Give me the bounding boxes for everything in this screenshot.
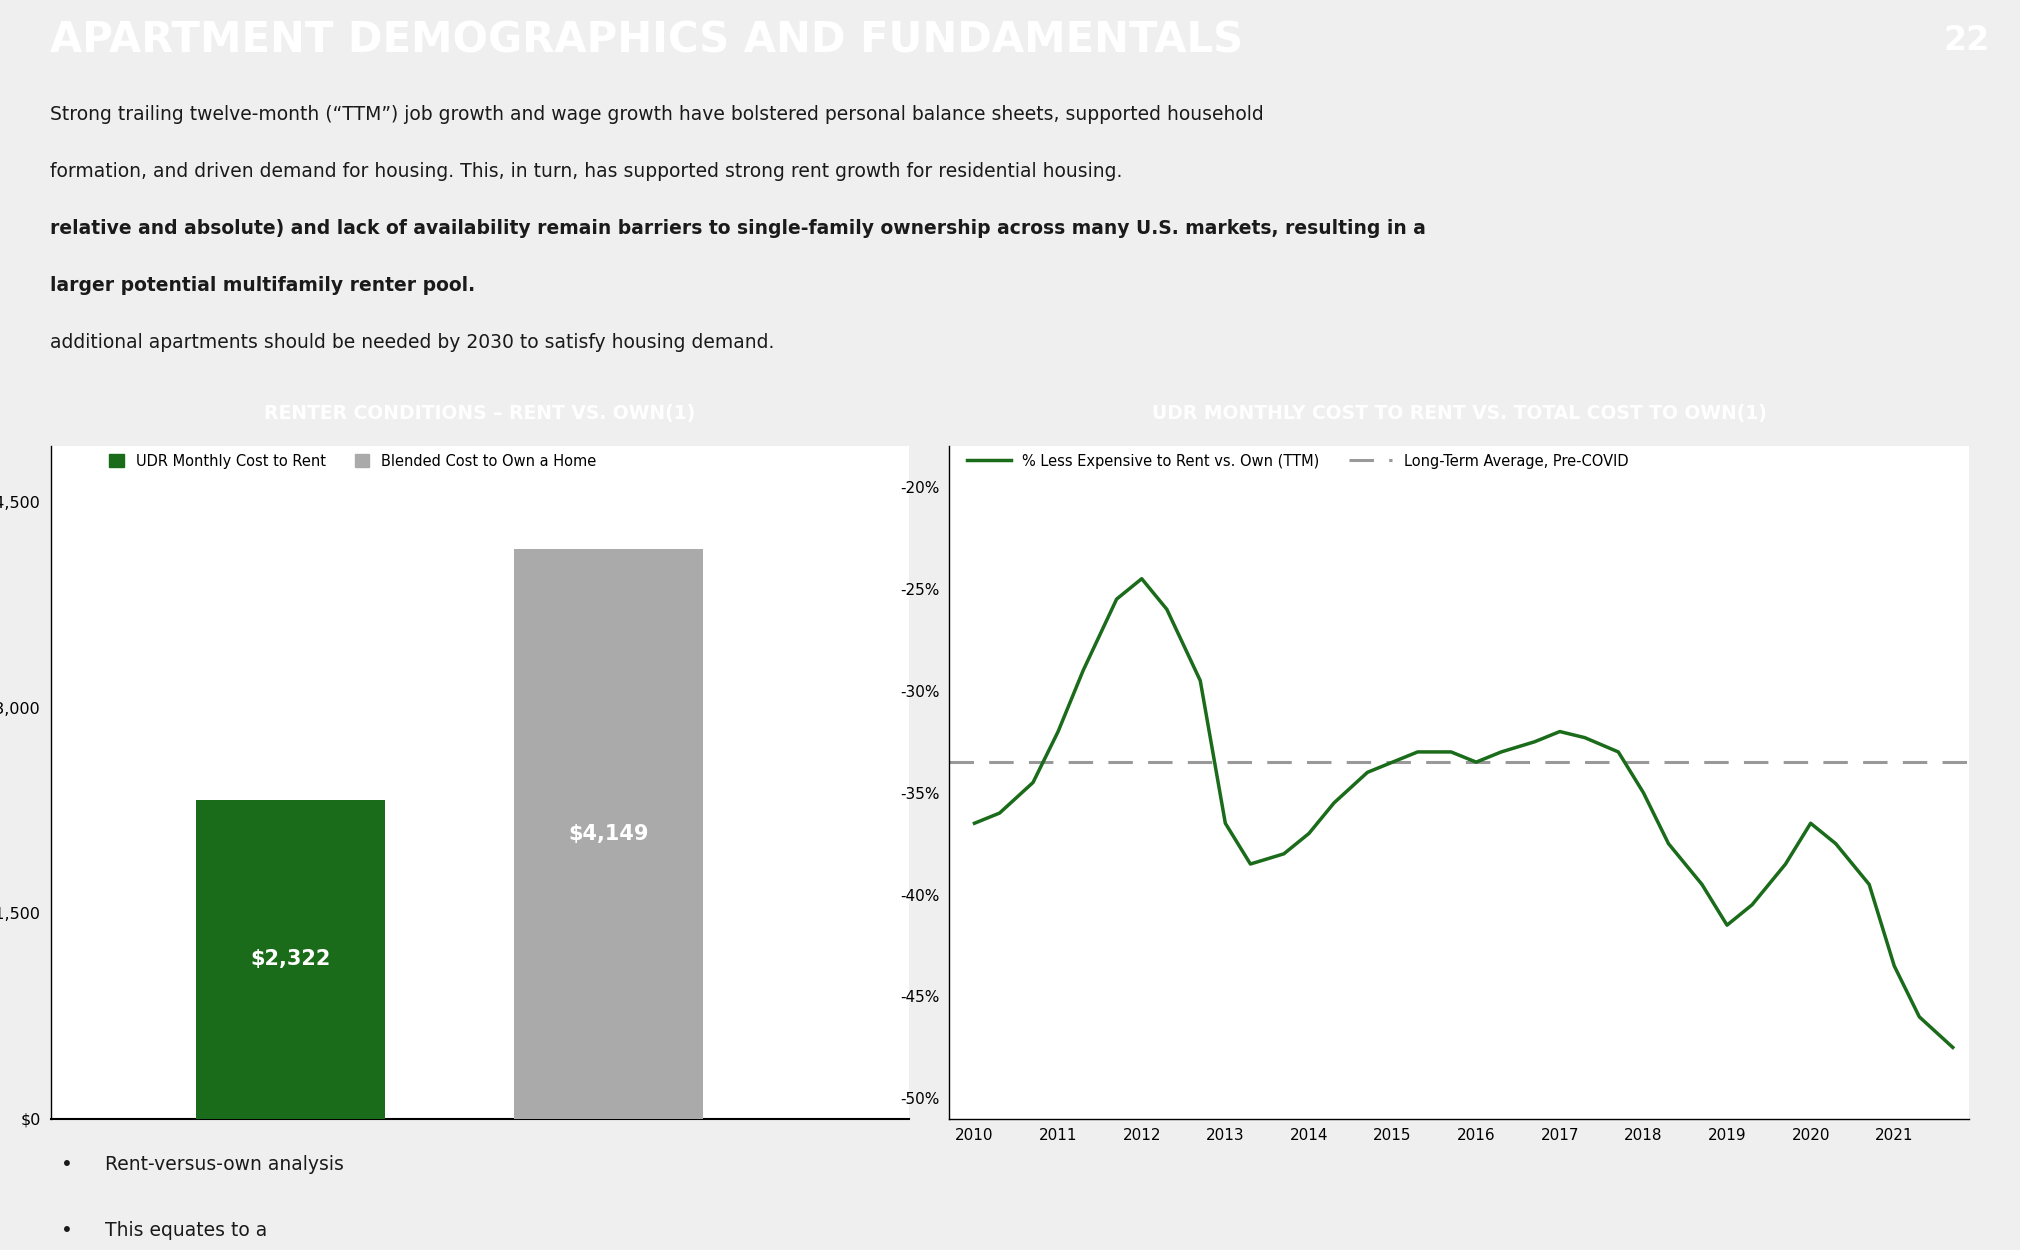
Text: 22: 22 <box>1943 24 1990 58</box>
Text: APARTMENT DEMOGRAPHICS AND FUNDAMENTALS: APARTMENT DEMOGRAPHICS AND FUNDAMENTALS <box>50 20 1244 61</box>
Text: Rent-versus-own analysis: Rent-versus-own analysis <box>105 1155 343 1175</box>
Text: This equates to a: This equates to a <box>105 1221 273 1240</box>
Bar <box>196 800 386 1119</box>
Text: larger potential multifamily renter pool.: larger potential multifamily renter pool… <box>50 276 475 295</box>
Text: relative and absolute) and lack of availability remain barriers to single-family: relative and absolute) and lack of avail… <box>50 219 1426 239</box>
Text: UDR MONTHLY COST TO RENT VS. TOTAL COST TO OWN(1): UDR MONTHLY COST TO RENT VS. TOTAL COST … <box>1151 404 1768 424</box>
Legend: UDR Monthly Cost to Rent, Blended Cost to Own a Home: UDR Monthly Cost to Rent, Blended Cost t… <box>109 454 596 469</box>
Text: •: • <box>61 1221 73 1240</box>
Text: $4,149: $4,149 <box>568 824 648 844</box>
Bar <box>513 549 703 1119</box>
Text: additional apartments should be needed by 2030 to satisfy housing demand.: additional apartments should be needed b… <box>50 334 776 352</box>
Text: formation, and driven demand for housing. This, in turn, has supported strong re: formation, and driven demand for housing… <box>50 162 1129 181</box>
Text: $2,322: $2,322 <box>250 950 331 970</box>
Legend: % Less Expensive to Rent vs. Own (TTM), Long-Term Average, Pre-COVID: % Less Expensive to Rent vs. Own (TTM), … <box>968 454 1628 469</box>
Text: RENTER CONDITIONS – RENT VS. OWN(1): RENTER CONDITIONS – RENT VS. OWN(1) <box>265 404 695 424</box>
Text: Strong trailing twelve-month (“TTM”) job growth and wage growth have bolstered p: Strong trailing twelve-month (“TTM”) job… <box>50 105 1265 124</box>
Text: •: • <box>61 1155 73 1175</box>
